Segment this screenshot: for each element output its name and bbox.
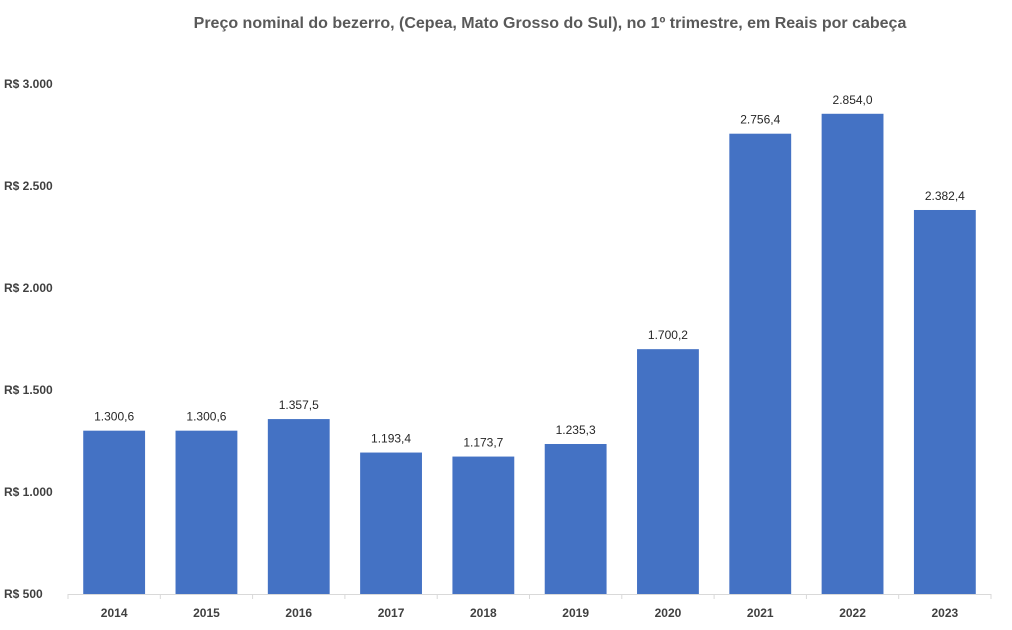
y-tick-label: R$ 500 xyxy=(4,587,43,601)
y-tick-label: R$ 1.000 xyxy=(4,485,53,499)
bars xyxy=(83,113,976,594)
data-label: 1.235,3 xyxy=(556,423,596,437)
data-labels: 1.300,6 1.300,6 1.357,5 1.193,4 1.173,7 1.235… xyxy=(94,93,965,450)
bar xyxy=(267,419,330,594)
x-tick-label: 2015 xyxy=(193,606,220,620)
data-label: 1.300,6 xyxy=(94,410,134,424)
bar xyxy=(83,430,146,594)
data-label: 2.854,0 xyxy=(833,93,873,107)
bar xyxy=(913,209,976,594)
x-tick-label: 2019 xyxy=(562,606,589,620)
data-label: 1.173,7 xyxy=(463,436,503,450)
data-label: 2.382,4 xyxy=(925,189,965,203)
bar xyxy=(637,349,699,594)
bar xyxy=(544,443,607,594)
y-tick-label: R$ 2.000 xyxy=(4,281,53,295)
bar xyxy=(821,113,884,594)
data-label: 2.756,4 xyxy=(740,113,780,127)
data-label: 1.700,2 xyxy=(648,328,688,342)
x-tick-label: 2017 xyxy=(378,606,405,620)
y-tick-label: R$ 3.000 xyxy=(4,77,53,91)
x-tick-label: 2014 xyxy=(101,606,128,620)
bar xyxy=(452,456,515,594)
x-tick-label: 2018 xyxy=(470,606,497,620)
x-tick-label: 2016 xyxy=(285,606,312,620)
x-tick-label: 2021 xyxy=(747,606,774,620)
x-tick-label: 2022 xyxy=(839,606,866,620)
bar xyxy=(360,452,422,594)
bar xyxy=(175,430,238,594)
data-label: 1.357,5 xyxy=(279,398,319,412)
x-tick-label: 2023 xyxy=(931,606,958,620)
data-label: 1.300,6 xyxy=(186,410,226,424)
chart-title: Preço nominal do bezerro, (Cepea, Mato G… xyxy=(194,15,907,32)
data-label: 1.193,4 xyxy=(371,432,411,446)
y-tick-label: R$ 1.500 xyxy=(4,383,53,397)
y-axis: R$ 500 R$ 1.000 R$ 1.500 R$ 2.000 R$ 2.500 R$… xyxy=(4,77,53,601)
x-axis: 2014 2015 2016 2017 2018 2019 2020 2021 2022 2023 xyxy=(67,594,992,620)
bar xyxy=(729,133,792,594)
y-tick-label: R$ 2.500 xyxy=(4,179,53,193)
x-tick-label: 2020 xyxy=(655,606,682,620)
